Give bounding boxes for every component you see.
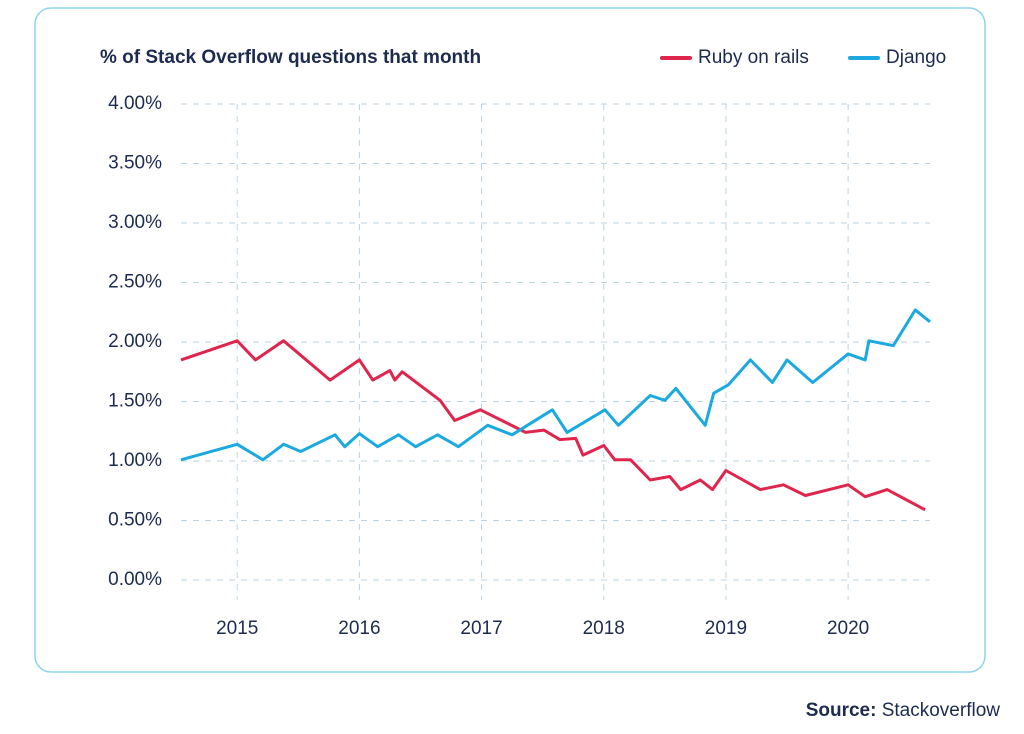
x-tick-label: 2017 bbox=[460, 618, 502, 639]
chart-title: % of Stack Overflow questions that month bbox=[100, 47, 481, 68]
x-tick-label: 2018 bbox=[583, 618, 625, 639]
y-tick-label: 2.50% bbox=[108, 272, 162, 293]
legend-label: Django bbox=[886, 47, 946, 68]
y-tick-label: 3.00% bbox=[108, 212, 162, 233]
y-tick-label: 0.00% bbox=[108, 569, 162, 590]
y-tick-label: 4.00% bbox=[108, 93, 162, 114]
source: Source: Stackoverflow bbox=[806, 700, 1001, 721]
x-tick-label: 2019 bbox=[705, 618, 747, 639]
y-tick-label: 0.50% bbox=[108, 510, 162, 531]
x-tick-label: 2015 bbox=[216, 618, 258, 639]
y-tick-label: 1.00% bbox=[108, 450, 162, 471]
source-name: Stackoverflow bbox=[882, 700, 1001, 721]
series-line bbox=[180, 308, 931, 462]
x-tick-label: 2020 bbox=[827, 618, 869, 639]
source-label: Source: bbox=[806, 700, 877, 721]
y-tick-label: 2.00% bbox=[108, 331, 162, 352]
card bbox=[34, 7, 986, 673]
y-tick-label: 1.50% bbox=[108, 391, 162, 412]
legend-label: Ruby on rails bbox=[698, 47, 809, 68]
y-tick-label: 3.50% bbox=[108, 153, 162, 174]
x-tick-label: 2016 bbox=[338, 618, 380, 639]
series-line bbox=[180, 339, 926, 512]
